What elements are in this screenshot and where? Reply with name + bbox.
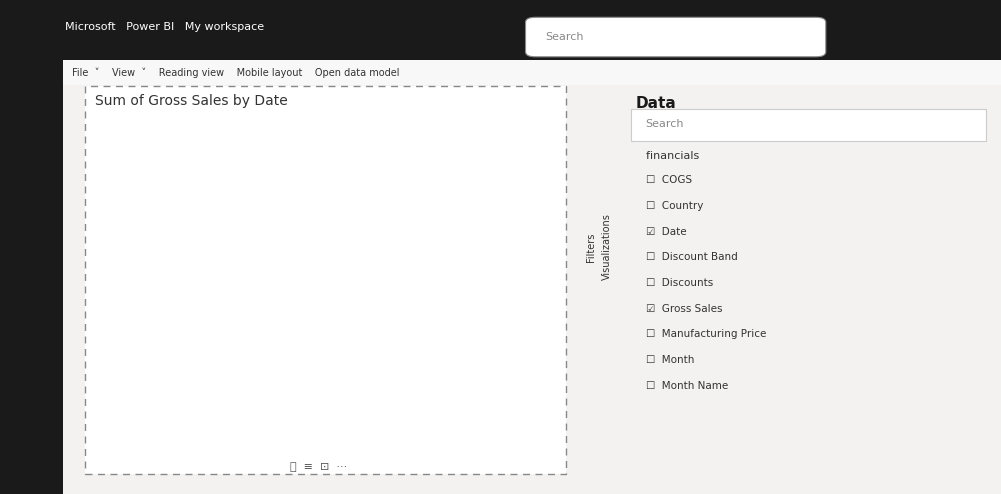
Text: ☐  Country: ☐ Country <box>646 201 703 211</box>
Text: ☐  COGS: ☐ COGS <box>646 175 692 185</box>
Text: 📌  ≡  ⊡  ···: 📌 ≡ ⊡ ··· <box>290 462 347 472</box>
Text: ☐  Discounts: ☐ Discounts <box>646 278 713 288</box>
Bar <box>418 237 436 437</box>
Bar <box>341 262 359 437</box>
Bar <box>289 257 308 437</box>
Text: File  ˅    View  ˅    Reading view    Mobile layout    Open data model: File ˅ View ˅ Reading view Mobile layout… <box>72 67 399 78</box>
Bar <box>212 248 231 437</box>
Bar <box>495 160 514 437</box>
Text: Microsoft   Power BI   My workspace: Microsoft Power BI My workspace <box>65 22 264 32</box>
Bar <box>187 218 205 437</box>
Text: Filters: Filters <box>586 232 596 262</box>
Bar <box>521 184 540 437</box>
Text: financials: financials <box>639 151 699 161</box>
Y-axis label: Sum of Gross Sales: Sum of Gross Sales <box>105 228 115 335</box>
Text: Data: Data <box>636 96 677 111</box>
Bar <box>161 333 180 437</box>
Text: Sum of Gross Sales by Date: Sum of Gross Sales by Date <box>95 94 288 108</box>
Bar <box>238 297 257 437</box>
Bar <box>469 273 488 437</box>
Text: Search: Search <box>546 32 584 42</box>
Text: ☐  Month Name: ☐ Month Name <box>646 381 728 391</box>
Bar <box>392 202 411 437</box>
Text: Search: Search <box>646 120 684 129</box>
Text: ☐  Manufacturing Price: ☐ Manufacturing Price <box>646 329 766 339</box>
Text: ☐  Month: ☐ Month <box>646 355 694 365</box>
X-axis label: Date: Date <box>337 456 363 466</box>
Text: ☑  Gross Sales: ☑ Gross Sales <box>646 304 722 314</box>
Bar <box>443 284 462 437</box>
Text: ☐  Discount Band: ☐ Discount Band <box>646 252 738 262</box>
Text: ☑  Date: ☑ Date <box>646 227 687 237</box>
Text: Visualizations: Visualizations <box>602 213 612 281</box>
Bar <box>315 292 334 437</box>
Bar <box>366 277 385 437</box>
Bar <box>264 268 282 437</box>
